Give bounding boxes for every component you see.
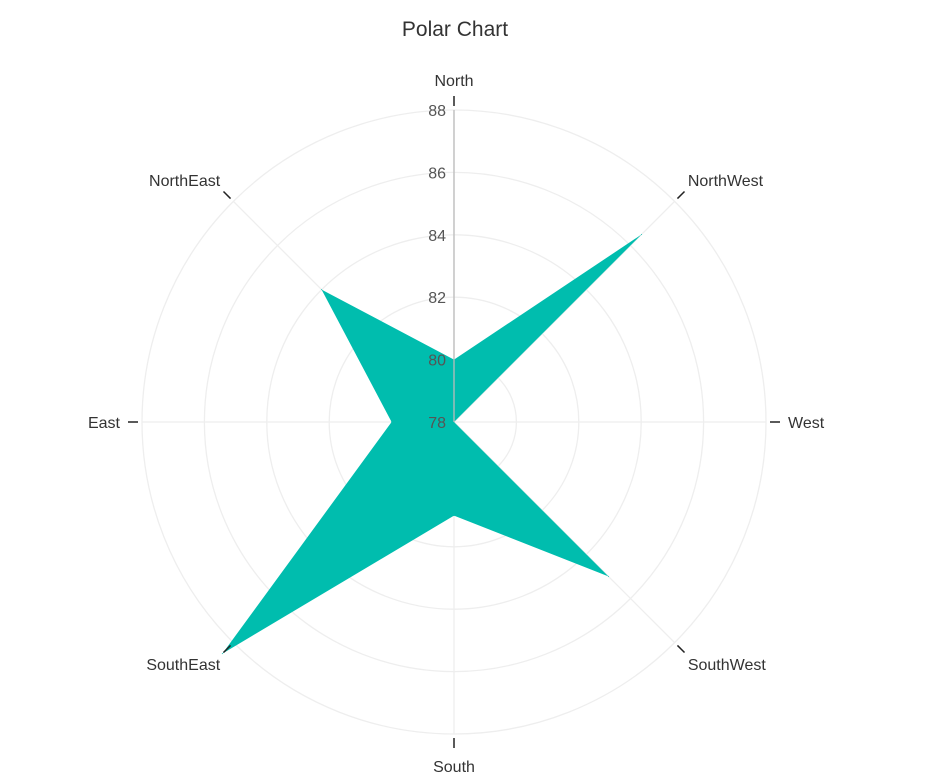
- r-tick-label: 88: [428, 103, 446, 120]
- data-point-northeast: [321, 289, 323, 291]
- category-label-southeast: SouthEast: [146, 657, 220, 674]
- axis-layer: [128, 96, 780, 748]
- data-point-northwest: [641, 233, 643, 235]
- category-label-west: West: [788, 415, 825, 432]
- category-label-southwest: SouthWest: [688, 657, 767, 674]
- data-point-southwest: [607, 575, 609, 577]
- category-label-northwest: NorthWest: [688, 173, 764, 190]
- data-point-southeast: [221, 653, 223, 655]
- data-point-south: [453, 515, 455, 517]
- r-tick-label: 84: [428, 228, 446, 245]
- r-tick-label: 86: [428, 165, 446, 182]
- category-tick: [222, 190, 232, 200]
- r-tick-label: 78: [428, 415, 446, 432]
- category-label-northeast: NorthEast: [149, 173, 221, 190]
- r-tick-label: 80: [428, 353, 446, 370]
- data-point-east: [391, 421, 393, 423]
- label-layer: 78 80 82 84 86 88 North NorthWest West SouthWest S…: [88, 73, 825, 776]
- series-area: [222, 234, 642, 654]
- category-label-east: East: [88, 415, 121, 432]
- category-tick: [676, 644, 686, 654]
- category-tick: [222, 644, 232, 654]
- r-tick-label: 82: [428, 290, 446, 307]
- category-tick: [676, 190, 686, 200]
- category-label-north: North: [434, 73, 473, 90]
- category-label-south: South: [433, 759, 475, 776]
- chart-title: Polar Chart: [401, 18, 509, 41]
